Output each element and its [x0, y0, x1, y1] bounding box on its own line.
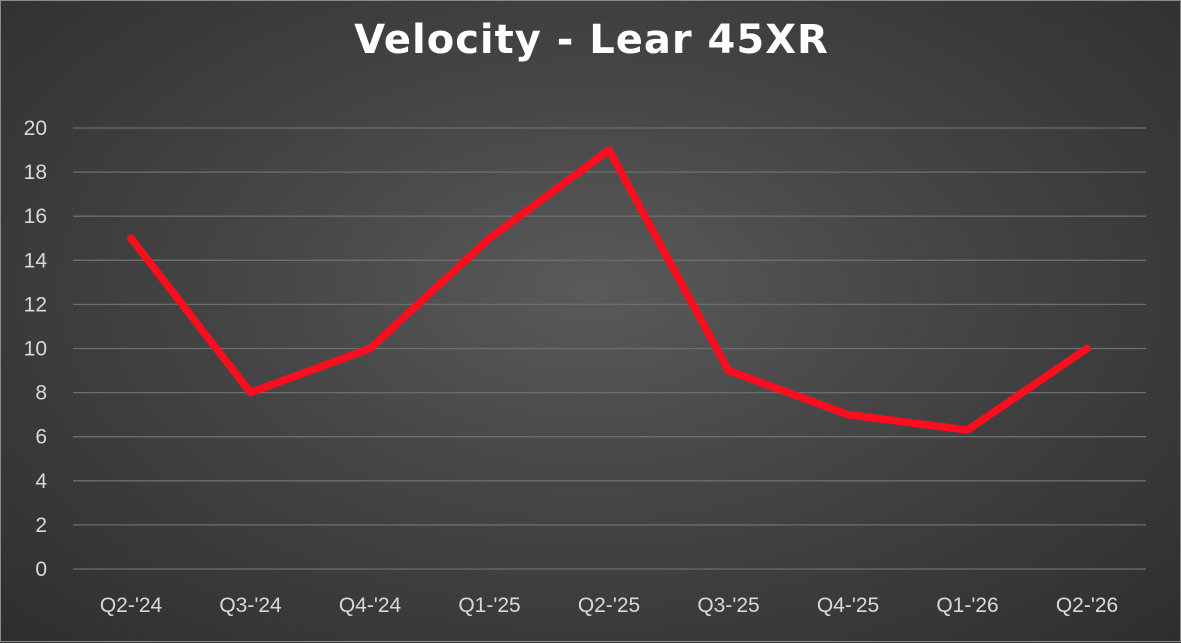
data-point: [844, 410, 852, 419]
y-tick-label: 6: [35, 426, 47, 449]
y-axis-tick-labels: 0 2 4 6 8 10 12 14 16 18 20: [24, 117, 48, 581]
series-layer: [127, 146, 1091, 434]
x-axis-tick-labels: Q2-'24 Q3-'24 Q4-'24 Q1-'25 Q2-'25 Q3-'25 Q4-'…: [100, 594, 1118, 617]
x-tick-label: Q3-'25: [697, 594, 759, 617]
x-tick-label: Q1-'25: [458, 594, 520, 617]
series-line: [127, 146, 1091, 434]
data-point: [605, 146, 613, 154]
x-tick-label: Q1-'26: [936, 594, 998, 617]
y-tick-label: 2: [35, 514, 47, 537]
x-tick-label: Q3-'24: [219, 594, 282, 617]
x-tick-label: Q2-'24: [100, 594, 163, 617]
x-tick-label: Q2-'26: [1056, 594, 1118, 617]
y-tick-label: 20: [24, 117, 47, 140]
data-point: [366, 344, 374, 353]
chart-title: Velocity - Lear 45XR: [354, 17, 829, 63]
data-point: [127, 234, 135, 242]
y-tick-label: 12: [24, 293, 47, 316]
data-point: [1083, 344, 1091, 353]
data-point: [724, 366, 733, 375]
y-tick-label: 0: [35, 558, 47, 581]
x-tick-label: Q4-'24: [339, 594, 402, 617]
gridlines: [73, 127, 1146, 570]
y-tick-label: 8: [35, 382, 47, 405]
data-point: [485, 234, 494, 242]
y-tick-label: 10: [24, 338, 47, 361]
x-tick-label: Q4-'25: [817, 594, 879, 617]
y-tick-label: 16: [24, 205, 47, 228]
x-tick-label: Q2-'25: [578, 594, 640, 617]
y-tick-label: 18: [24, 161, 47, 184]
y-tick-label: 14: [24, 249, 48, 272]
data-point: [246, 388, 255, 397]
data-point: [963, 426, 972, 434]
y-tick-label: 4: [35, 470, 47, 493]
